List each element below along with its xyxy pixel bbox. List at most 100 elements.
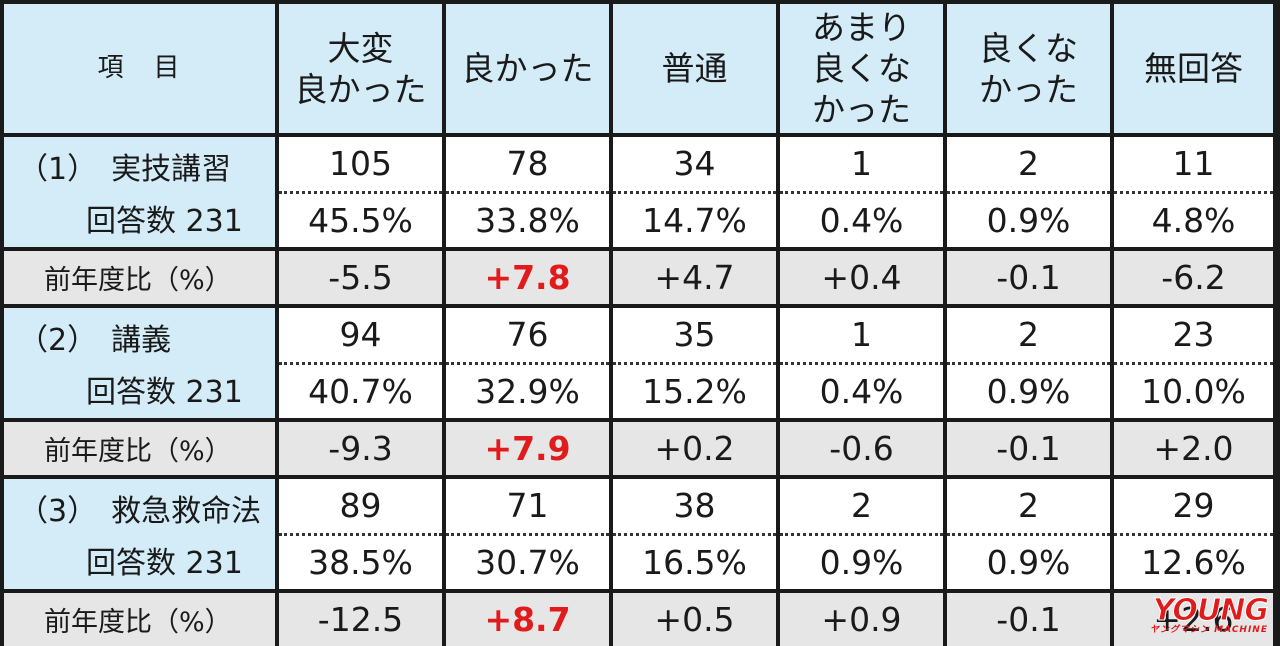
section-number: （3） xyxy=(18,494,98,529)
count-value: 35 xyxy=(673,315,716,355)
header-line: 大変 xyxy=(327,28,394,68)
count-value: 34 xyxy=(673,144,716,184)
section-name: 実技講習 xyxy=(111,152,232,187)
count-value: 38 xyxy=(673,486,716,526)
dotted-divider xyxy=(780,190,943,194)
percent-value: 0.9% xyxy=(986,542,1071,582)
data-cell: 1 0.4% xyxy=(780,308,943,418)
count-value: 2 xyxy=(1018,144,1039,184)
dotted-divider xyxy=(780,361,943,365)
dotted-divider xyxy=(780,532,943,536)
count-value: 1 xyxy=(851,144,872,184)
header-line: 良かった xyxy=(294,69,427,109)
yoy-value: +0.5 xyxy=(613,593,776,646)
dotted-divider xyxy=(947,532,1110,536)
data-cell: 1 0.4% xyxy=(780,137,943,247)
section-title: （2） 講義 xyxy=(4,311,171,363)
data-cell: 38 16.5% xyxy=(613,479,776,589)
yoy-value: +0.9 xyxy=(780,593,943,646)
data-cell: 2 0.9% xyxy=(947,479,1110,589)
section-title: （3） 救急救命法 xyxy=(4,482,261,534)
yoy-value: +4.7 xyxy=(613,251,776,304)
count-value: 78 xyxy=(506,144,549,184)
data-cell: 76 32.9% xyxy=(446,308,609,418)
count-value: 94 xyxy=(339,315,382,355)
yoy-value: -5.5 xyxy=(279,251,442,304)
header-line: 良かった xyxy=(461,49,594,88)
section-label: （1） 実技講習 回答数 231 xyxy=(4,137,275,247)
count-value: 23 xyxy=(1172,315,1215,355)
section-number: （2） xyxy=(18,323,98,358)
percent-value: 14.7% xyxy=(642,200,747,240)
yoy-label: 前年度比（%） xyxy=(4,422,275,475)
dotted-divider xyxy=(279,361,442,365)
percent-value: 33.8% xyxy=(475,200,580,240)
section-name: 講義 xyxy=(111,323,172,358)
response-count: 回答数 231 xyxy=(86,204,243,239)
data-cell: 23 10.0% xyxy=(1114,308,1273,418)
dotted-divider xyxy=(947,361,1110,365)
yoy-value: -0.1 xyxy=(947,251,1110,304)
yoy-value-highlight: +7.9 xyxy=(446,422,609,475)
percent-value: 16.5% xyxy=(642,542,747,582)
header-line: あまり xyxy=(812,8,911,47)
watermark-sub: ヤングマシン MACHINE xyxy=(1150,625,1268,635)
dotted-divider xyxy=(279,190,442,194)
yoy-label: 前年度比（%） xyxy=(4,593,275,646)
percent-value: 15.2% xyxy=(642,371,747,411)
header-line: かった xyxy=(812,90,911,129)
yoy-value: +0.4 xyxy=(780,251,943,304)
count-value: 11 xyxy=(1172,144,1215,184)
yoy-value: -9.3 xyxy=(279,422,442,475)
response-count: 回答数 231 xyxy=(86,546,243,581)
yoy-value-highlight: +7.8 xyxy=(446,251,609,304)
dotted-divider xyxy=(279,532,442,536)
data-cell: 71 30.7% xyxy=(446,479,609,589)
data-cell: 78 33.8% xyxy=(446,137,609,247)
yoy-value: -0.1 xyxy=(947,593,1110,646)
percent-value: 38.5% xyxy=(308,542,413,582)
percent-value: 45.5% xyxy=(308,200,413,240)
survey-table: 項 目 大変 良かった 良かった 普通 あまり 良くな かった 良くな かった … xyxy=(4,4,1273,646)
yoy-value: +2.6 xyxy=(1114,593,1273,646)
percent-value: 12.6% xyxy=(1141,542,1246,582)
data-cell: 89 38.5% xyxy=(279,479,442,589)
dotted-divider xyxy=(613,190,776,194)
count-value: 2 xyxy=(1018,315,1039,355)
dotted-divider xyxy=(613,532,776,536)
section-name: 救急救命法 xyxy=(111,494,262,529)
section-number: （1） xyxy=(18,152,98,187)
count-value: 1 xyxy=(851,315,872,355)
yoy-value: -6.2 xyxy=(1114,251,1273,304)
dotted-divider xyxy=(1114,361,1273,365)
dotted-divider xyxy=(446,532,609,536)
percent-value: 0.9% xyxy=(986,371,1071,411)
count-value: 2 xyxy=(851,486,872,526)
percent-value: 0.4% xyxy=(819,200,904,240)
count-value: 71 xyxy=(506,486,549,526)
data-cell: 105 45.5% xyxy=(279,137,442,247)
dotted-divider xyxy=(1114,190,1273,194)
watermark-main: YOUNG xyxy=(1152,593,1269,628)
data-cell: 29 12.6% xyxy=(1114,479,1273,589)
dotted-divider xyxy=(947,190,1110,194)
dotted-divider xyxy=(1114,532,1273,536)
data-cell: 94 40.7% xyxy=(279,308,442,418)
count-value: 76 xyxy=(506,315,549,355)
count-value: 105 xyxy=(329,144,392,184)
yoy-value-highlight: +8.7 xyxy=(446,593,609,646)
percent-value: 0.9% xyxy=(819,542,904,582)
header-no-answer: 無回答 xyxy=(1114,4,1273,133)
header-line: 無回答 xyxy=(1144,49,1243,88)
section-title: （1） 実技講習 xyxy=(4,140,231,192)
yoy-label: 前年度比（%） xyxy=(4,251,275,304)
yoy-value: +0.2 xyxy=(613,422,776,475)
section-label: （2） 講義 回答数 231 xyxy=(4,308,275,418)
yoy-value: -0.6 xyxy=(780,422,943,475)
header-not-good: 良くな かった xyxy=(947,4,1110,133)
dotted-divider xyxy=(446,190,609,194)
yoy-value: -0.1 xyxy=(947,422,1110,475)
dotted-divider xyxy=(446,361,609,365)
data-cell: 2 0.9% xyxy=(947,308,1110,418)
percent-value: 40.7% xyxy=(308,371,413,411)
